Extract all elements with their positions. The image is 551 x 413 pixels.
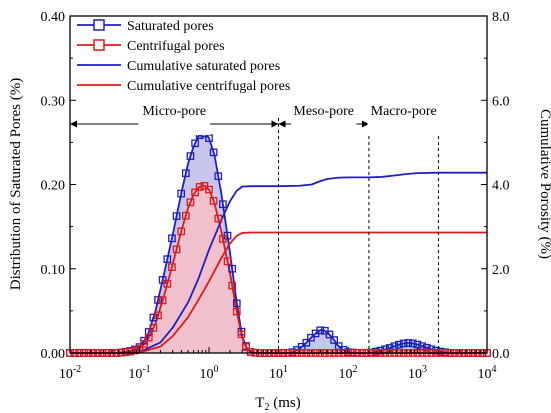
marker-saturated	[158, 276, 167, 284]
marker-saturated	[219, 200, 227, 209]
marker-centrifugal	[191, 188, 199, 197]
marker-saturated	[177, 189, 186, 198]
marker-saturated	[302, 338, 311, 347]
marker-centrifugal	[228, 281, 237, 290]
legend-marker	[93, 39, 105, 51]
marker-centrifugal	[242, 343, 250, 351]
series-markers	[66, 129, 491, 357]
marker-saturated	[186, 152, 195, 160]
y-right-tick-label: 2.0	[492, 263, 510, 278]
x-tick-label: 10-1	[128, 364, 150, 382]
legend-label: Cumulative centrifugal pores	[127, 79, 290, 94]
y-left-tick-label: 0.00	[41, 347, 66, 362]
y-axis-label-right: Cumulative Porosity (%)	[537, 109, 551, 259]
marker-centrifugal	[149, 324, 158, 332]
y-left-tick-label: 0.10	[41, 263, 66, 278]
x-tick-label: 101	[269, 364, 288, 382]
marker-centrifugal	[158, 296, 167, 305]
marker-centrifugal	[131, 346, 139, 355]
region-arrow-head	[271, 120, 279, 128]
marker-saturated	[181, 169, 190, 178]
x-tick-label: 104	[478, 364, 497, 382]
marker-centrifugal	[163, 279, 172, 288]
y-axis-label-left: Distribution of Saturated Pores (%)	[8, 78, 24, 290]
region-arrow-head	[70, 120, 77, 128]
x-tick-label: 100	[200, 364, 219, 382]
region-label: Macro-pore	[371, 104, 437, 119]
region-label-bg	[367, 113, 440, 135]
marker-centrifugal	[195, 183, 204, 191]
y-left-tick-label: 0.40	[41, 10, 66, 25]
region-arrow-head	[278, 120, 286, 128]
marker-saturated	[330, 336, 338, 344]
x-tick-label: 10-2	[59, 364, 81, 382]
marker-centrifugal	[205, 185, 213, 194]
marker-saturated	[191, 139, 199, 148]
region-label: Meso-pore	[293, 104, 354, 119]
y-right-tick-label: 4.0	[492, 179, 510, 194]
marker-saturated	[404, 339, 413, 347]
marker-centrifugal	[126, 347, 135, 356]
legend-marker	[93, 19, 105, 31]
pore-regions: Micro-pore Meso-pore Macro-pore	[70, 104, 440, 353]
y-right-tick-label: 0.0	[492, 347, 510, 362]
marker-centrifugal	[246, 348, 255, 356]
marker-centrifugal	[177, 227, 186, 236]
y-right-tick-label: 8.0	[492, 10, 510, 25]
y-left-tick-label: 0.30	[41, 94, 66, 109]
x-tick-label: 103	[408, 364, 427, 382]
y-left-tick-label: 0.20	[41, 179, 66, 194]
marker-saturated	[232, 299, 241, 308]
region-label-bg	[291, 113, 357, 135]
marker-saturated	[422, 343, 431, 352]
marker-centrifugal	[237, 330, 246, 339]
fill-centrifugal-pores	[70, 185, 487, 353]
series-line-4	[70, 231, 487, 354]
marker-saturated	[172, 212, 181, 220]
marker-centrifugal	[214, 214, 223, 223]
marker-saturated	[209, 148, 218, 157]
x-tick-label: 102	[339, 364, 358, 382]
marker-centrifugal	[154, 311, 162, 320]
marker-centrifugal	[223, 257, 232, 266]
marker-centrifugal	[232, 307, 241, 316]
marker-centrifugal	[219, 235, 227, 243]
marker-saturated	[316, 326, 325, 335]
region-label: Micro-pore	[142, 104, 206, 119]
marker-saturated	[409, 339, 417, 348]
legend-label: Cumulative saturated pores	[127, 59, 280, 74]
marker-saturated	[214, 172, 223, 181]
y-right-tick-label: 6.0	[492, 94, 510, 109]
marker-centrifugal	[144, 333, 153, 342]
marker-saturated	[168, 234, 176, 243]
marker-saturated	[325, 330, 334, 339]
region-label-bg	[138, 113, 211, 135]
series-line-3	[70, 171, 487, 354]
region-arrow-head	[361, 120, 369, 128]
marker-saturated	[395, 340, 403, 349]
marker-saturated	[307, 333, 315, 342]
marker-centrifugal	[186, 198, 195, 207]
marker-saturated	[149, 313, 158, 322]
marker-saturated	[144, 328, 153, 336]
legend-label: Saturated pores	[127, 19, 214, 34]
marker-centrifugal	[209, 197, 218, 205]
marker-centrifugal	[172, 245, 181, 254]
marker-centrifugal	[168, 263, 176, 272]
marker-centrifugal	[140, 340, 148, 348]
area-fills	[70, 133, 487, 353]
legend: Saturated pores Centrifugal pores Cumulati…	[77, 19, 290, 94]
legend-label: Centrifugal pores	[127, 39, 225, 54]
marker-saturated	[154, 296, 162, 304]
marker-centrifugal	[181, 211, 190, 220]
marker-saturated	[163, 255, 172, 264]
marker-saturated	[228, 264, 237, 273]
marker-saturated	[399, 339, 408, 348]
x-axis-label: T2 (ms)	[255, 395, 300, 413]
axis-ticks: 10-2 10-1 100 101 102 103 104 0.00 0.10 0.20 0.30 0…	[41, 10, 510, 382]
